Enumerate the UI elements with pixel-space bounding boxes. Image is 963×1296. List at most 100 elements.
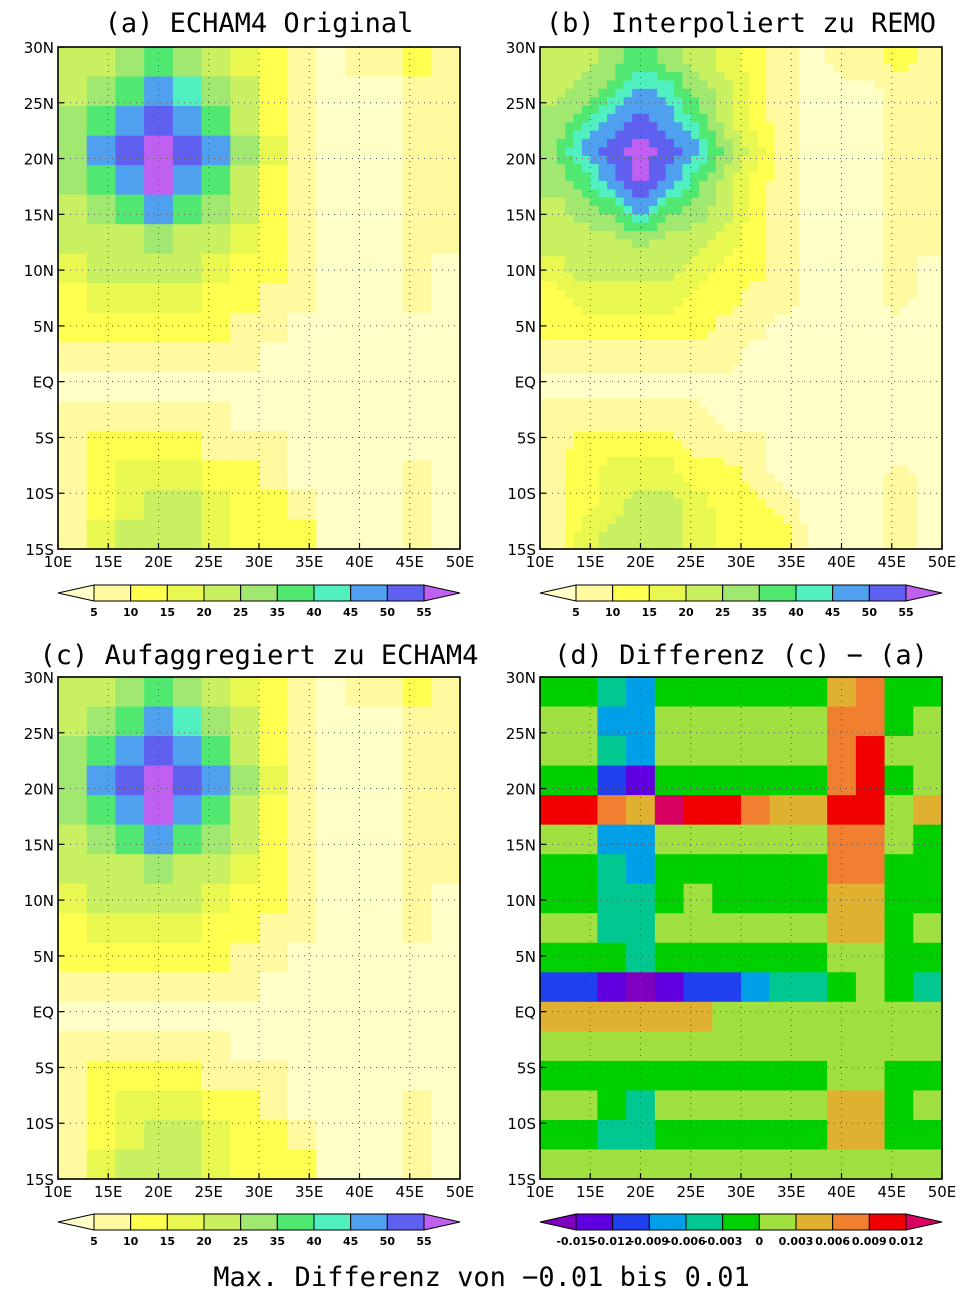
y-tick-label: 20N: [24, 781, 54, 799]
heatmap-cell: [816, 239, 825, 248]
heatmap-cell: [58, 224, 87, 254]
heatmap-cell: [850, 482, 859, 491]
heatmap-cell: [574, 97, 583, 106]
heatmap-cell: [791, 97, 800, 106]
heatmap-cell: [741, 97, 750, 106]
heatmap-cell: [741, 1002, 770, 1032]
heatmap-cell: [649, 139, 658, 148]
heatmap-cell: [858, 55, 867, 64]
heatmap-cell: [649, 97, 658, 106]
heatmap-cell: [900, 214, 909, 223]
colorbar-label: 5: [90, 606, 98, 619]
heatmap-cell: [917, 72, 926, 81]
heatmap-cell: [202, 283, 231, 313]
x-tick-label: 20E: [144, 1183, 173, 1201]
heatmap-cell: [699, 490, 708, 499]
heatmap-cell: [800, 415, 809, 424]
heatmap-cell: [649, 482, 658, 491]
heatmap-cell: [403, 1002, 432, 1032]
heatmap-cell: [716, 206, 725, 215]
heatmap-cell: [699, 524, 708, 533]
heatmap-cell: [699, 482, 708, 491]
heatmap-cell: [403, 401, 432, 431]
heatmap-cell: [708, 306, 717, 315]
heatmap-cell: [599, 382, 608, 391]
heatmap-cell: [716, 415, 725, 424]
heatmap-cell: [867, 398, 876, 407]
heatmap-cell: [733, 281, 742, 290]
x-tick-label: 50E: [928, 553, 957, 571]
heatmap-cell: [775, 173, 784, 182]
heatmap-cell: [345, 254, 374, 284]
heatmap-cell: [842, 524, 851, 533]
heatmap-cell: [741, 854, 770, 884]
heatmap-cell: [883, 290, 892, 299]
heatmap-cell: [666, 55, 675, 64]
heatmap-cell: [684, 1002, 713, 1032]
heatmap-cell: [883, 198, 892, 207]
heatmap-cell: [850, 89, 859, 98]
heatmap-cell: [615, 281, 624, 290]
heatmap-cell: [115, 77, 144, 107]
heatmap-cell: [798, 677, 827, 707]
heatmap-cell: [925, 499, 934, 508]
heatmap-cell: [316, 913, 345, 943]
heatmap-cell: [770, 766, 799, 796]
heatmap-cell: [758, 440, 767, 449]
heatmap-cell: [825, 424, 834, 433]
heatmap-cell: [842, 181, 851, 190]
colorbar-label: -0.003: [703, 1235, 742, 1248]
colorbar-box: [723, 1214, 760, 1230]
heatmap-cell: [590, 490, 599, 499]
heatmap-cell: [783, 365, 792, 374]
heatmap-cell: [758, 256, 767, 265]
heatmap-cell: [202, 795, 231, 825]
heatmap-cell: [288, 372, 317, 402]
heatmap-cell: [657, 357, 666, 366]
heatmap-cell: [657, 156, 666, 165]
heatmap-cell: [403, 1120, 432, 1150]
heatmap-cell: [716, 64, 725, 73]
heatmap-cell: [741, 357, 750, 366]
heatmap-cell: [842, 298, 851, 307]
heatmap-cell: [607, 524, 616, 533]
heatmap-cell: [632, 474, 641, 483]
heatmap-cell: [288, 707, 317, 737]
heatmap-cell: [557, 281, 566, 290]
heatmap-cell: [599, 206, 608, 215]
heatmap-cell: [548, 474, 557, 483]
heatmap-cell: [867, 306, 876, 315]
heatmap-cell: [316, 372, 345, 402]
heatmap-cell: [582, 482, 591, 491]
heatmap-cell: [641, 532, 650, 541]
heatmap-cell: [173, 1031, 202, 1061]
heatmap-cell: [850, 499, 859, 508]
colorbar-label: 5: [90, 1235, 98, 1248]
heatmap-cell: [597, 1002, 626, 1032]
heatmap-cell: [540, 206, 549, 215]
heatmap-cell: [699, 382, 708, 391]
heatmap-cell: [808, 198, 817, 207]
heatmap-cell: [590, 173, 599, 182]
heatmap-cell: [599, 256, 608, 265]
heatmap-cell: [775, 373, 784, 382]
heatmap-cell: [548, 432, 557, 441]
heatmap-cell: [900, 256, 909, 265]
heatmap-cell: [403, 519, 432, 549]
heatmap-cell: [858, 298, 867, 307]
heatmap-cell: [749, 323, 758, 332]
heatmap-cell: [808, 281, 817, 290]
heatmap-cell: [850, 223, 859, 232]
heatmap-cell: [641, 131, 650, 140]
heatmap-cell: [758, 482, 767, 491]
heatmap-cell: [615, 131, 624, 140]
panel-a: (a) ECHAM4 Original10E 15E 20E 25E 30E 35E 40E…: [24, 8, 475, 619]
heatmap-cell: [666, 147, 675, 156]
heatmap-cell: [724, 507, 733, 516]
heatmap-cell: [87, 1031, 116, 1061]
heatmap-cell: [913, 913, 942, 943]
heatmap-cell: [875, 474, 884, 483]
heatmap-cell: [674, 415, 683, 424]
heatmap-cell: [173, 106, 202, 136]
heatmap-cell: [557, 273, 566, 282]
